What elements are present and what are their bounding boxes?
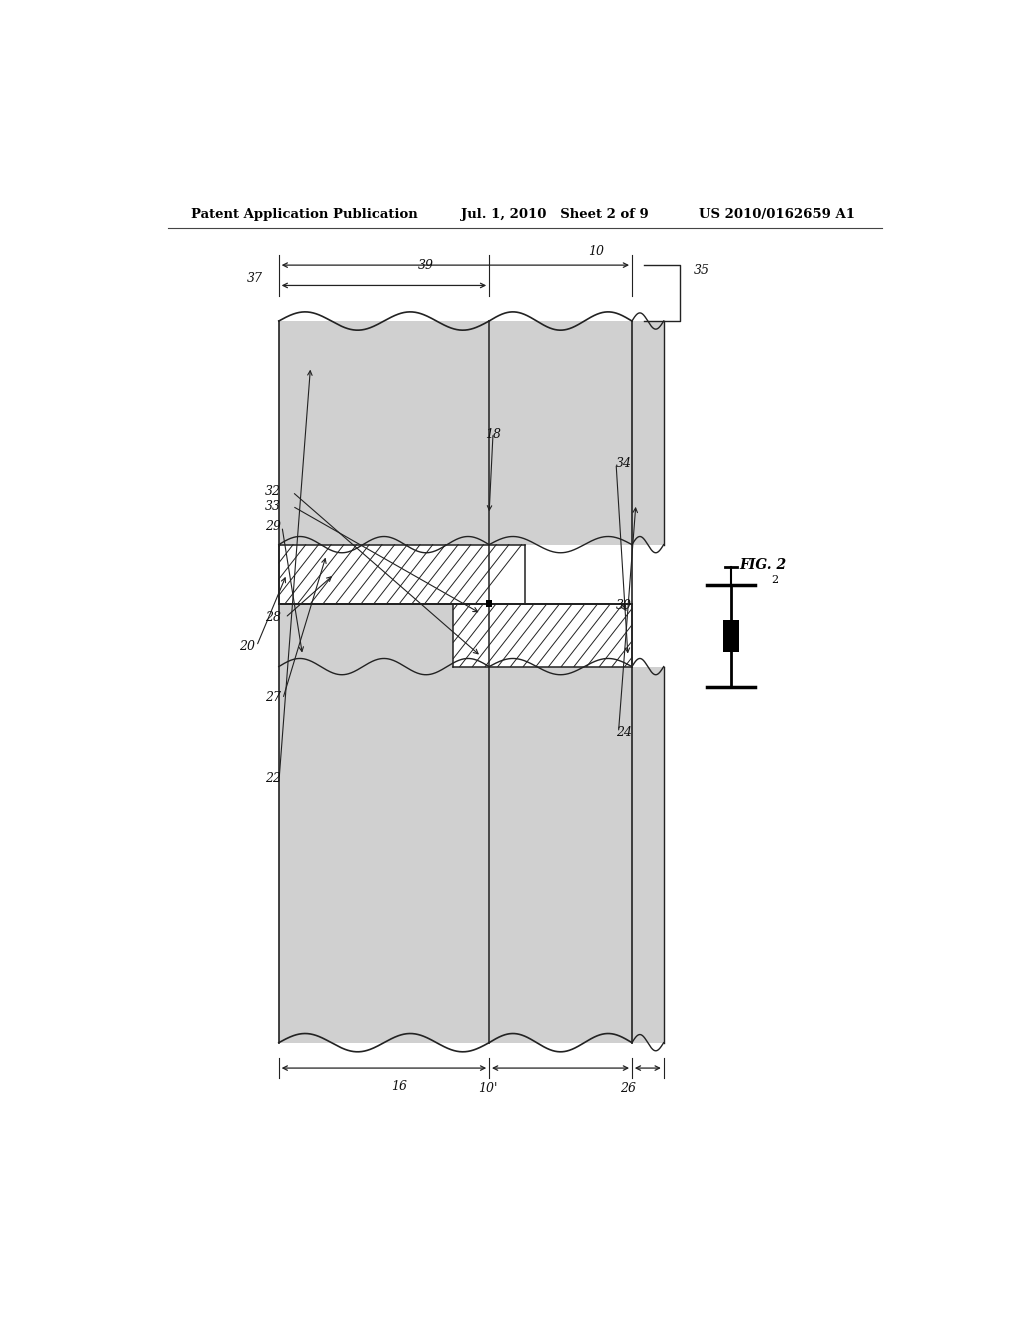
Bar (489, 667, 632, 1043)
Text: 20: 20 (240, 640, 255, 653)
Text: 26: 26 (620, 1082, 636, 1094)
Bar (279, 603, 489, 1043)
Text: 33: 33 (265, 499, 282, 512)
Text: 29: 29 (265, 520, 282, 533)
Text: 34: 34 (616, 457, 632, 470)
Text: 32: 32 (265, 486, 282, 498)
Bar (279, 545, 524, 603)
Text: 16: 16 (391, 1080, 408, 1093)
Text: FIG. 2: FIG. 2 (739, 558, 786, 572)
Text: 10': 10' (478, 1082, 498, 1094)
Text: 39: 39 (418, 259, 433, 272)
Text: 18: 18 (485, 429, 501, 441)
Text: 35: 35 (694, 264, 710, 277)
Text: US 2010/0162659 A1: US 2010/0162659 A1 (699, 207, 855, 220)
Text: Patent Application Publication: Patent Application Publication (191, 207, 418, 220)
Bar (723, 620, 739, 652)
Bar (489, 321, 632, 545)
Text: 30: 30 (616, 599, 632, 612)
Bar (486, 601, 492, 607)
Bar (279, 321, 489, 603)
Text: 27: 27 (265, 690, 282, 704)
Text: 22: 22 (265, 772, 282, 785)
Text: 37: 37 (247, 272, 263, 285)
Text: 24: 24 (616, 726, 632, 739)
Bar (454, 603, 632, 667)
Text: Jul. 1, 2010   Sheet 2 of 9: Jul. 1, 2010 Sheet 2 of 9 (461, 207, 649, 220)
Text: 10: 10 (588, 246, 604, 259)
Text: 2: 2 (771, 576, 778, 585)
Bar (632, 321, 664, 545)
Text: 28: 28 (265, 611, 282, 624)
Bar (632, 667, 664, 1043)
